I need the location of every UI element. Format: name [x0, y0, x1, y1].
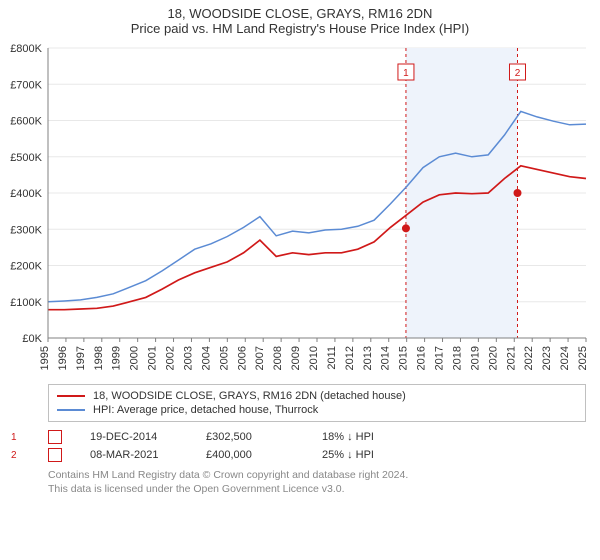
sale-marker-icon: 2	[48, 448, 62, 462]
plot-svg: 12 £0K£100K£200K£300K£400K£500K£600K£700…	[48, 42, 586, 372]
sale-date: 08-MAR-2021	[90, 449, 178, 461]
svg-text:2: 2	[515, 68, 521, 79]
svg-text:2009: 2009	[290, 346, 302, 370]
svg-text:2012: 2012	[344, 346, 356, 370]
svg-text:£200K: £200K	[10, 261, 42, 273]
svg-text:2019: 2019	[469, 346, 481, 370]
svg-text:2025: 2025	[577, 346, 589, 370]
svg-text:2016: 2016	[416, 346, 428, 370]
svg-text:2005: 2005	[218, 346, 230, 370]
footnote-line: This data is licensed under the Open Gov…	[48, 482, 586, 496]
svg-text:1998: 1998	[93, 346, 105, 370]
svg-text:£300K: £300K	[10, 224, 42, 236]
sales-table: 1 19-DEC-2014 £302,500 18% ↓ HPI 2 08-MA…	[48, 428, 586, 464]
sale-price: £302,500	[206, 431, 294, 443]
svg-text:2014: 2014	[380, 346, 392, 370]
svg-text:2022: 2022	[523, 346, 535, 370]
svg-text:2021: 2021	[505, 346, 517, 370]
sub-title: Price paid vs. HM Land Registry's House …	[0, 21, 600, 36]
sale-date: 19-DEC-2014	[90, 431, 178, 443]
legend-label: 18, WOODSIDE CLOSE, GRAYS, RM16 2DN (det…	[93, 390, 406, 402]
legend-swatch	[57, 395, 85, 397]
svg-text:2023: 2023	[541, 346, 553, 370]
svg-text:2008: 2008	[272, 346, 284, 370]
legend-swatch	[57, 409, 85, 411]
chart-container: 18, WOODSIDE CLOSE, GRAYS, RM16 2DN Pric…	[0, 0, 600, 496]
svg-text:2024: 2024	[559, 346, 571, 370]
legend-item: HPI: Average price, detached house, Thur…	[57, 403, 577, 417]
svg-text:2007: 2007	[254, 346, 266, 370]
svg-text:£100K: £100K	[10, 297, 42, 309]
svg-text:2018: 2018	[451, 346, 463, 370]
svg-text:2010: 2010	[308, 346, 320, 370]
sale-price: £400,000	[206, 449, 294, 461]
legend-label: HPI: Average price, detached house, Thur…	[93, 404, 318, 416]
svg-text:1997: 1997	[75, 346, 87, 370]
sale-delta: 18% ↓ HPI	[322, 431, 410, 443]
svg-text:£400K: £400K	[10, 188, 42, 200]
svg-text:2006: 2006	[236, 346, 248, 370]
svg-text:1996: 1996	[57, 346, 69, 370]
sale-row: 1 19-DEC-2014 £302,500 18% ↓ HPI	[48, 428, 586, 446]
plot-area: 12 £0K£100K£200K£300K£400K£500K£600K£700…	[48, 42, 586, 372]
svg-text:£0K: £0K	[22, 333, 42, 345]
y-axis-labels: £0K £100K £200K £300K £400K £500K £600K £700K £8…	[10, 43, 42, 345]
legend: 18, WOODSIDE CLOSE, GRAYS, RM16 2DN (det…	[48, 384, 586, 422]
svg-text:2004: 2004	[200, 346, 212, 370]
svg-text:2000: 2000	[129, 346, 141, 370]
svg-text:£600K: £600K	[10, 116, 42, 128]
svg-text:2011: 2011	[326, 346, 338, 370]
sale-marker-icon: 1	[48, 430, 62, 444]
svg-text:2015: 2015	[398, 346, 410, 370]
svg-text:2003: 2003	[182, 346, 194, 370]
svg-text:1999: 1999	[111, 346, 123, 370]
svg-text:2002: 2002	[165, 346, 177, 370]
svg-text:1: 1	[403, 68, 409, 79]
svg-text:£700K: £700K	[10, 79, 42, 91]
footnote: Contains HM Land Registry data © Crown c…	[48, 468, 586, 496]
svg-text:£500K: £500K	[10, 152, 42, 164]
legend-item: 18, WOODSIDE CLOSE, GRAYS, RM16 2DN (det…	[57, 389, 577, 403]
svg-text:£800K: £800K	[10, 43, 42, 55]
svg-text:1995: 1995	[39, 346, 51, 370]
svg-text:2013: 2013	[362, 346, 374, 370]
footnote-line: Contains HM Land Registry data © Crown c…	[48, 468, 586, 482]
svg-text:2020: 2020	[487, 346, 499, 370]
sale-delta: 25% ↓ HPI	[322, 449, 410, 461]
sale-row: 2 08-MAR-2021 £400,000 25% ↓ HPI	[48, 446, 586, 464]
svg-text:2001: 2001	[147, 346, 159, 370]
x-axis-labels: 1995 1996 1997 1998 1999 2000 2001 2002 2003 2004…	[39, 346, 589, 370]
titles: 18, WOODSIDE CLOSE, GRAYS, RM16 2DN Pric…	[0, 0, 600, 36]
main-title: 18, WOODSIDE CLOSE, GRAYS, RM16 2DN	[0, 6, 600, 21]
svg-text:2017: 2017	[434, 346, 446, 370]
